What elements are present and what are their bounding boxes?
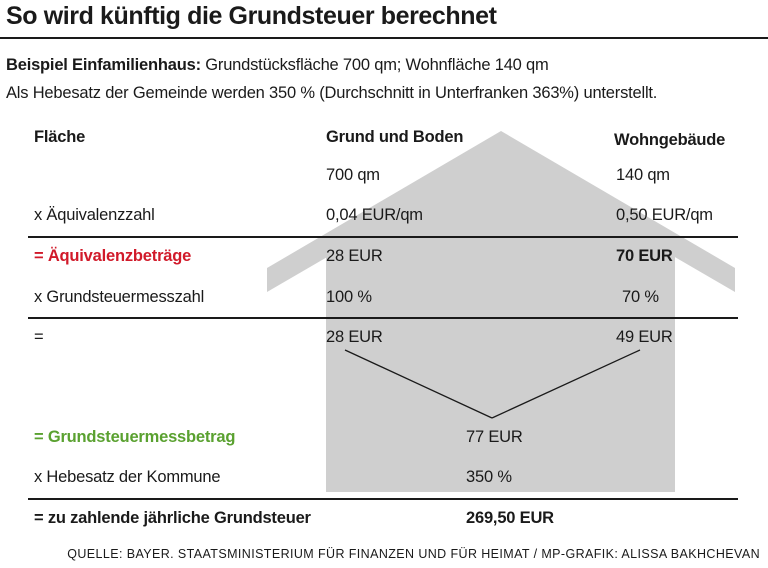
table-divider	[28, 498, 738, 500]
column-header-ground: Grund und Boden	[326, 128, 464, 146]
connector-line-ground	[344, 349, 493, 419]
equivalence-number-label: x Äquivalenzzahl	[34, 206, 155, 224]
equals-label: =	[34, 328, 44, 346]
municipal-rate-label: x Hebesatz der Kommune	[34, 468, 221, 486]
tax-rate-ground: 100 %	[326, 288, 372, 306]
equivalence-amounts-building: 70 EUR	[616, 247, 673, 265]
equals-building: 49 EUR	[616, 328, 673, 346]
equals-ground: 28 EUR	[326, 328, 383, 346]
municipal-rate-value: 350 %	[466, 468, 512, 486]
page-title: So wird künftig die Grundsteuer berechne…	[6, 2, 497, 30]
intro-example-text: Grundstücksfläche 700 qm; Wohnfläche 140…	[200, 56, 549, 74]
column-header-area: Fläche	[34, 128, 86, 146]
source-footer: Quelle: Bayer. Staatsministerium für Fin…	[67, 547, 760, 561]
title-divider	[0, 37, 768, 39]
tax-base-amount-value: 77 EUR	[466, 428, 523, 446]
house-body-shape	[326, 134, 675, 492]
area-building-value: 140 qm	[616, 166, 670, 184]
column-header-building: Wohngebäude	[614, 131, 726, 149]
annual-tax-label: = zu zahlende jährliche Grundsteuer	[34, 509, 311, 527]
equivalence-number-building: 0,50 EUR/qm	[616, 206, 713, 224]
equivalence-number-ground: 0,04 EUR/qm	[326, 206, 423, 224]
intro-hebesatz: Als Hebesatz der Gemeinde werden 350 % (…	[6, 84, 658, 102]
table-divider	[28, 236, 738, 238]
equivalence-amounts-ground: 28 EUR	[326, 247, 383, 265]
connector-line-building	[491, 349, 641, 419]
table-divider	[28, 317, 738, 319]
tax-rate-building: 70 %	[622, 288, 659, 306]
area-ground-value: 700 qm	[326, 166, 380, 184]
tax-base-amount-label: = Grundsteuermessbetrag	[34, 428, 236, 446]
tax-rate-label: x Grundsteuermesszahl	[34, 288, 205, 306]
intro-example: Beispiel Einfamilienhaus: Grundstücksflä…	[6, 56, 549, 75]
equivalence-amounts-label: = Äquivalenzbeträge	[34, 247, 192, 265]
intro-example-label: Beispiel Einfamilienhaus:	[6, 56, 201, 74]
annual-tax-value: 269,50 EUR	[466, 509, 554, 527]
